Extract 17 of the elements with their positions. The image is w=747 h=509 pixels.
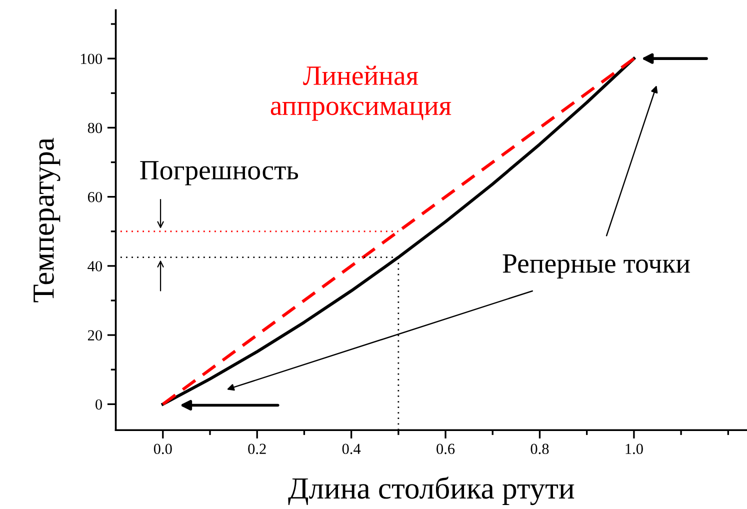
- x-tick-label: 0.4: [342, 444, 361, 454]
- annotation: Линейная аппроксимация: [270, 66, 452, 121]
- y-tick-label: 20: [88, 330, 102, 341]
- x-tick-label: 0.6: [436, 444, 455, 454]
- y-tick-label: 100: [81, 54, 102, 64]
- x-tick-label: 1.0: [626, 444, 643, 454]
- x-tick-label: 0.2: [248, 444, 266, 454]
- y-tick-label: 60: [88, 192, 102, 202]
- annotation: Реперные точки: [502, 254, 690, 279]
- x-tick-label: 0.8: [530, 444, 549, 454]
- x-axis-title: Длина столбика ртути: [288, 476, 574, 506]
- y-tick-label: 0: [96, 399, 102, 410]
- annotation: Погрешность: [140, 161, 298, 186]
- y-tick-label: 80: [88, 122, 102, 134]
- y-tick-label: 40: [88, 261, 102, 272]
- y-axis-title: Температура: [34, 138, 60, 302]
- x-tick-label: 0.0: [154, 444, 172, 454]
